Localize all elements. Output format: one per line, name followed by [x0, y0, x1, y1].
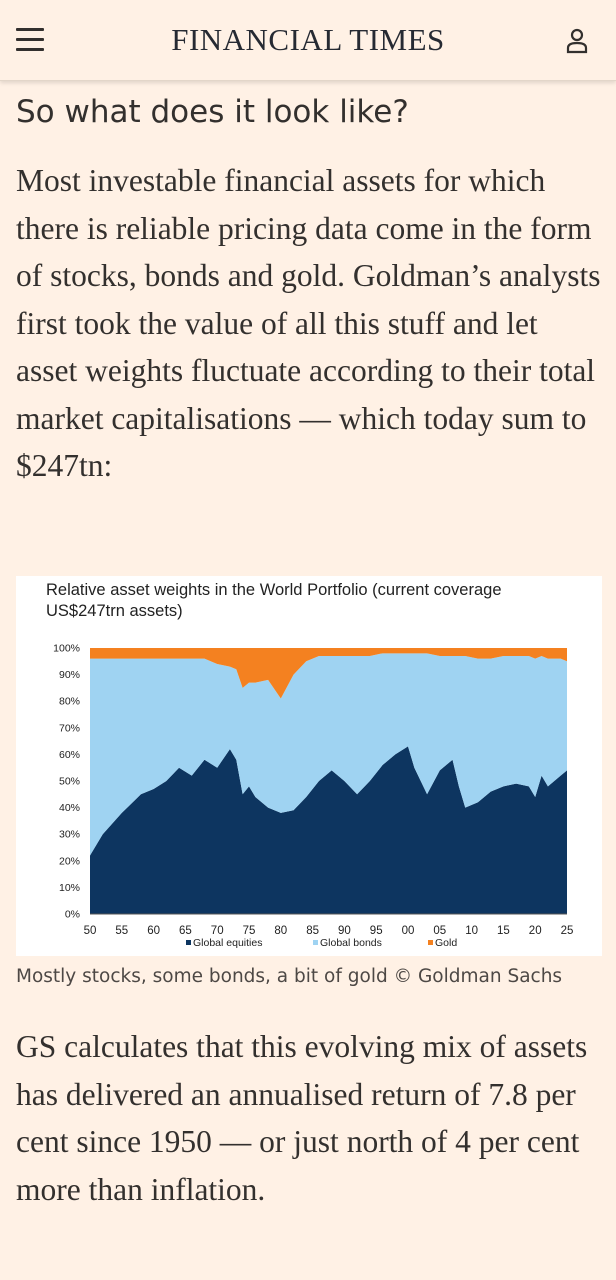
x-tick-label: 70 [211, 925, 224, 937]
article-subheading: So what does it look like? [16, 94, 409, 130]
series-area-1 [90, 653, 567, 856]
x-tick-label: 90 [338, 925, 351, 937]
y-axis: 0% 10% 20% 30% 40% 50% 60% 70% 80% 90% 100% [53, 643, 80, 921]
chart-legend: Global equities Global bonds Gold [186, 937, 457, 949]
legend-swatch [313, 940, 318, 945]
chart-title-line-2: US$247trn assets) [46, 602, 183, 620]
x-tick-label: 55 [115, 925, 128, 937]
x-tick-label: 05 [433, 925, 446, 937]
y-tick-label: 40% [59, 802, 80, 814]
y-tick-label: 70% [59, 722, 80, 734]
legend-swatch [428, 940, 433, 945]
x-tick-label: 10 [465, 925, 478, 937]
legend-swatch [186, 940, 191, 945]
y-tick-label: 20% [59, 855, 80, 867]
y-tick-label: 0% [65, 909, 80, 921]
y-tick-label: 30% [59, 829, 80, 841]
chart-title-line-1: Relative asset weights in the World Port… [46, 581, 502, 599]
x-tick-label: 60 [147, 925, 160, 937]
article-paragraph-2: GS calculates that this evolving mix of … [16, 1029, 588, 1207]
hamburger-menu-icon[interactable] [16, 28, 44, 52]
x-tick-label: 95 [370, 925, 383, 937]
y-tick-label: 50% [59, 776, 80, 788]
x-tick-label: 65 [179, 925, 192, 937]
y-tick-label: 10% [59, 882, 80, 894]
x-tick-label: 00 [402, 925, 415, 937]
chart-figure: Relative asset weights in the World Port… [16, 576, 602, 956]
article-paragraph-1: Most investable financial assets for whi… [16, 163, 601, 483]
user-account-icon[interactable] [566, 28, 588, 54]
x-axis: 50 55 60 65 70 75 80 85 90 95 00 05 10 15 20 25 [84, 913, 574, 937]
y-tick-label: 100% [53, 643, 80, 655]
x-tick-label: 85 [306, 925, 319, 937]
legend-label: Gold [435, 937, 457, 949]
legend-label: Global bonds [320, 937, 382, 949]
y-tick-label: 80% [59, 696, 80, 708]
chart-areas [90, 648, 567, 914]
masthead-logo[interactable]: FINANCIAL TIMES [171, 22, 445, 57]
x-tick-label: 15 [497, 925, 510, 937]
x-tick-label: 50 [84, 925, 97, 937]
x-tick-label: 25 [561, 925, 574, 937]
series-area-0 [90, 746, 567, 914]
x-tick-label: 80 [274, 925, 287, 937]
site-header: FINANCIAL TIMES [0, 0, 616, 81]
legend-label: Global equities [193, 937, 262, 949]
x-tick-label: 20 [529, 925, 542, 937]
figure-caption: Mostly stocks, some bonds, a bit of gold… [16, 966, 563, 987]
y-tick-label: 60% [59, 749, 80, 761]
x-tick-label: 75 [243, 925, 256, 937]
asset-weights-chart: Relative asset weights in the World Port… [46, 581, 574, 949]
y-tick-label: 90% [59, 669, 80, 681]
